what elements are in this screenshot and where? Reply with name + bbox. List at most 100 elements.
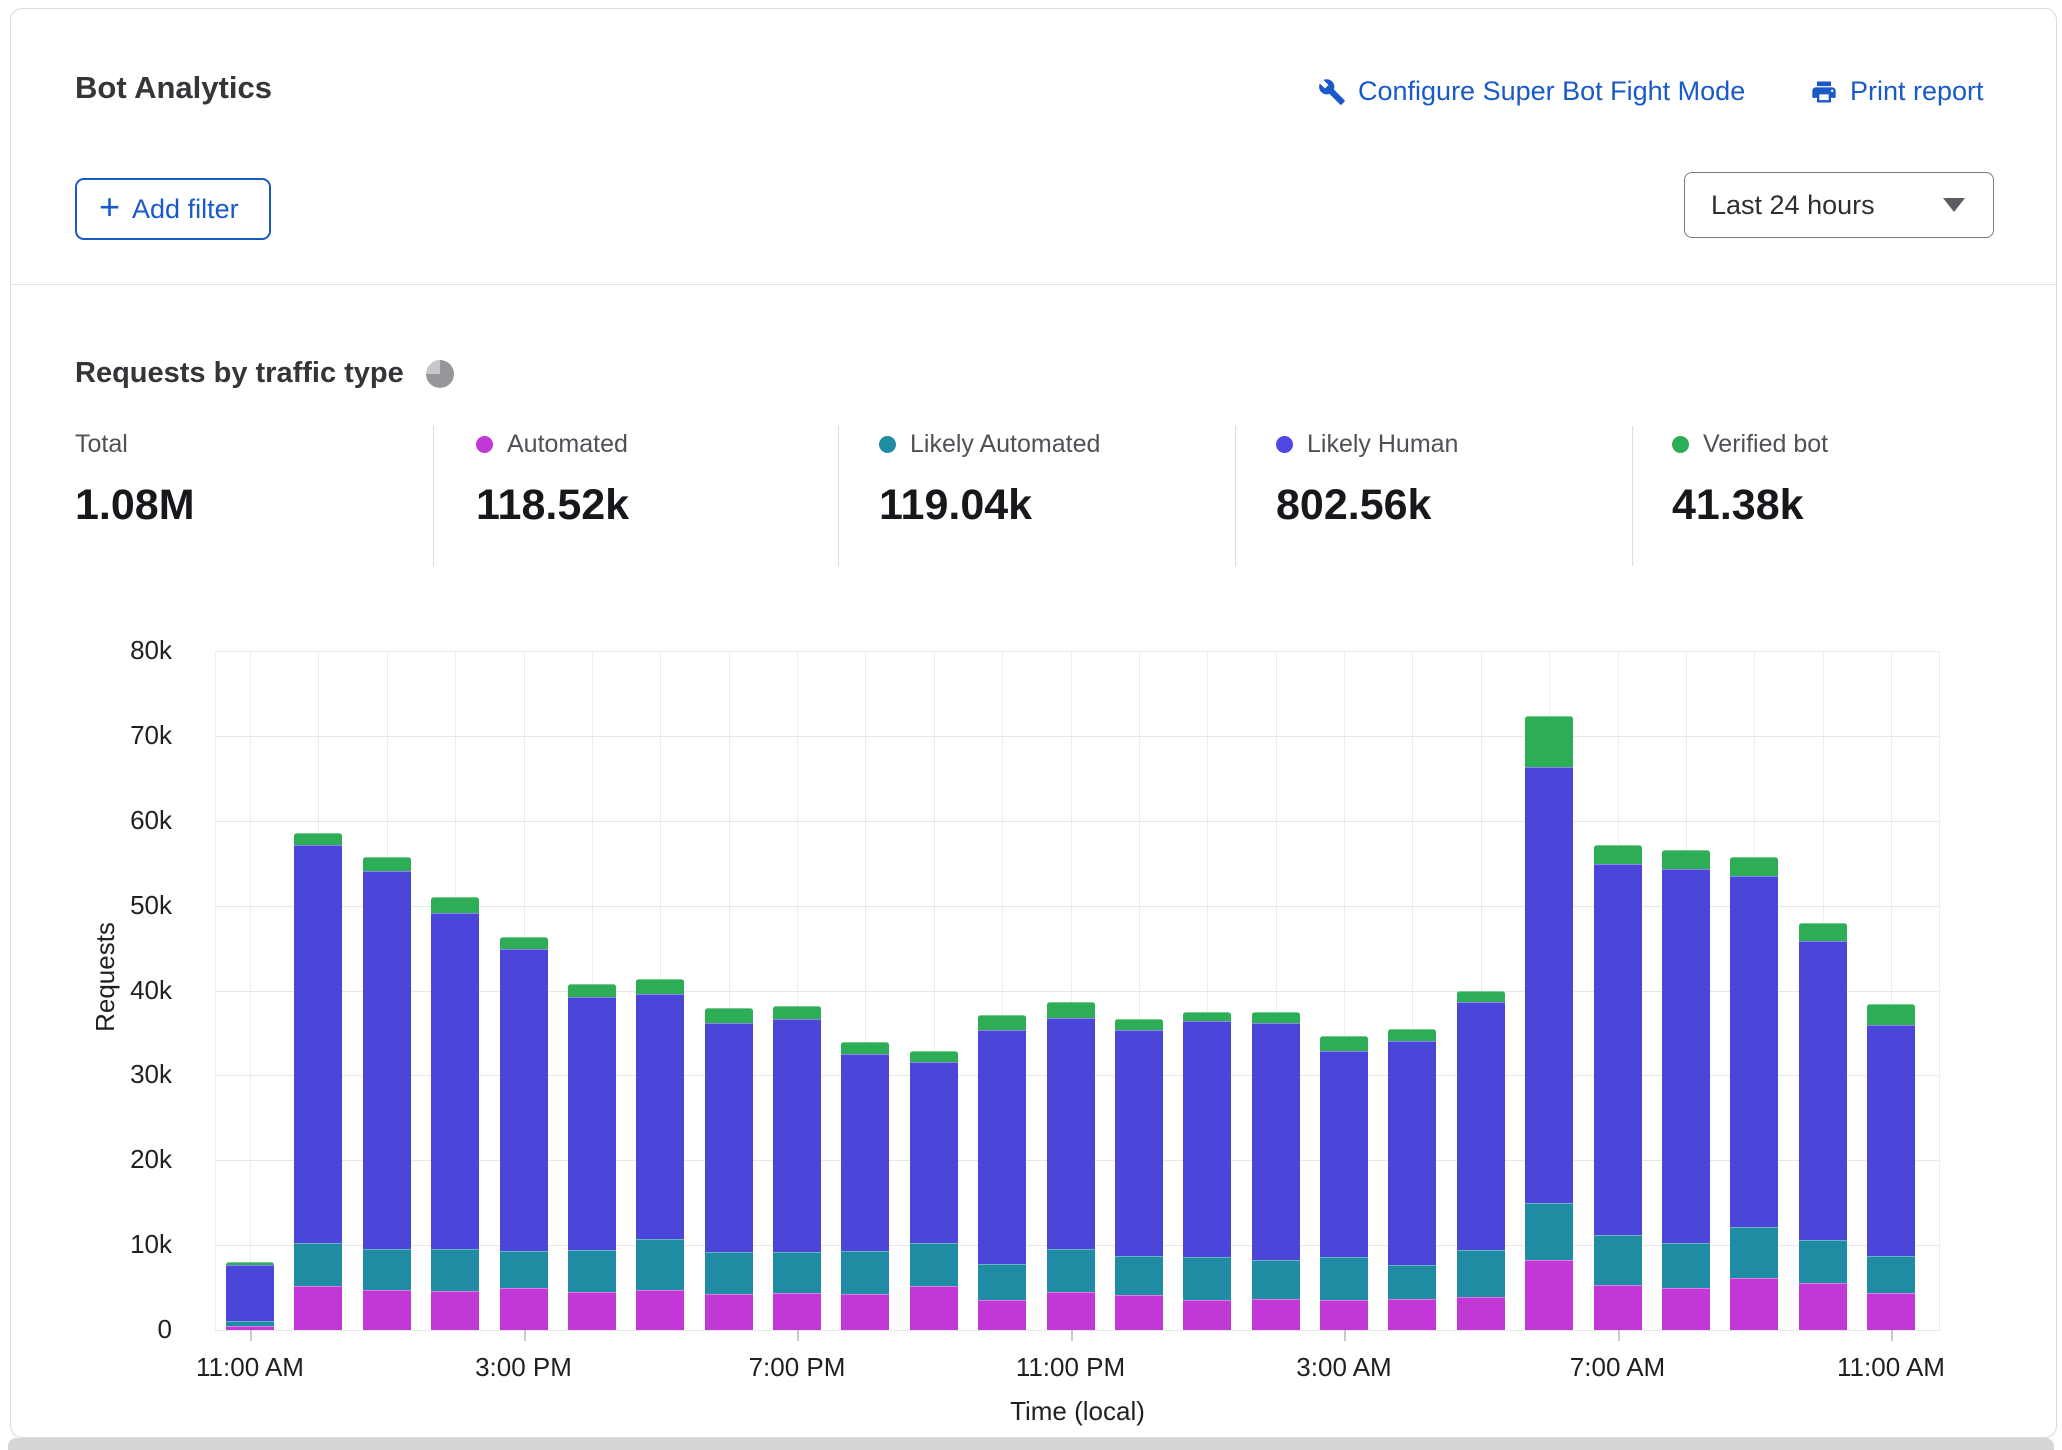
bar-segment-likely-human bbox=[567, 997, 616, 1251]
bar-segment-verified-bot bbox=[841, 1042, 890, 1055]
x-tick-label: 11:00 AM bbox=[196, 1352, 304, 1382]
chart-plot bbox=[215, 651, 1940, 1331]
bar-segment-likely-automated bbox=[636, 1239, 685, 1291]
bar-segment-automated bbox=[978, 1300, 1027, 1330]
stat-value: 118.52k bbox=[476, 481, 630, 529]
gridline-v bbox=[1891, 651, 1892, 1330]
bar-10-00-am[interactable] bbox=[1798, 922, 1847, 1330]
bar-9-00-am[interactable] bbox=[1730, 857, 1779, 1330]
bar-segment-verified-bot bbox=[431, 897, 480, 914]
bar-5-00-am[interactable] bbox=[1456, 990, 1505, 1331]
bar-segment-likely-automated bbox=[567, 1250, 616, 1292]
bar-segment-automated bbox=[636, 1290, 685, 1330]
bar-11-00-am[interactable] bbox=[1867, 1004, 1915, 1330]
gridline-v bbox=[1412, 651, 1414, 1330]
bar-segment-verified-bot bbox=[1661, 849, 1710, 870]
bar-segment-likely-human bbox=[1183, 1021, 1232, 1257]
bar-segment-likely-automated bbox=[1730, 1227, 1779, 1279]
bar-segment-likely-automated bbox=[1251, 1260, 1300, 1299]
bar-segment-verified-bot bbox=[499, 937, 548, 949]
bar-segment-automated bbox=[1798, 1283, 1847, 1330]
time-range-select[interactable]: Last 24 hours bbox=[1684, 172, 1994, 238]
bar-segment-verified-bot bbox=[1593, 845, 1642, 865]
gridline-v bbox=[728, 651, 730, 1330]
gridline-h bbox=[215, 905, 1940, 907]
stat-label: Automated bbox=[507, 430, 628, 458]
gridline-h bbox=[215, 1330, 1940, 1331]
bar-6-00-am[interactable] bbox=[1525, 716, 1574, 1330]
bar-segment-automated bbox=[567, 1291, 616, 1330]
bar-5-00-pm[interactable] bbox=[636, 978, 685, 1330]
bar-7-00-am[interactable] bbox=[1593, 845, 1642, 1330]
y-tick-label: 0 bbox=[157, 1314, 172, 1344]
bar-12-00-am[interactable] bbox=[1114, 1019, 1163, 1330]
y-axis: 0 10k 20k 30k 40k 50k 60k 70k 80k bbox=[60, 635, 172, 1344]
x-tick-label: 11:00 AM bbox=[1837, 1352, 1945, 1382]
bar-segment-likely-automated bbox=[1320, 1257, 1368, 1301]
bar-3-00-pm[interactable] bbox=[499, 937, 548, 1330]
bar-segment-verified-bot bbox=[1251, 1011, 1300, 1023]
stat-label: Likely Human bbox=[1307, 430, 1459, 458]
bar-4-00-am[interactable] bbox=[1388, 1028, 1437, 1330]
bar-segment-automated bbox=[1525, 1260, 1574, 1330]
stat-divider bbox=[1632, 426, 1633, 566]
gridline-v bbox=[215, 651, 216, 1330]
bar-2-00-pm[interactable] bbox=[431, 897, 480, 1330]
stat-verified-bot: Verified bot 41.38k bbox=[1672, 430, 1828, 530]
bar-segment-verified-bot bbox=[1114, 1019, 1163, 1031]
bar-segment-likely-human bbox=[1593, 864, 1642, 1235]
bar-4-00-pm[interactable] bbox=[567, 983, 616, 1330]
bar-segment-likely-automated bbox=[294, 1243, 343, 1286]
bar-6-00-pm[interactable] bbox=[704, 1008, 753, 1330]
bar-segment-likely-automated bbox=[841, 1251, 890, 1294]
bar-9-00-pm[interactable] bbox=[909, 1050, 958, 1330]
bar-segment-automated bbox=[1114, 1295, 1163, 1330]
bar-segment-automated bbox=[1251, 1298, 1300, 1330]
gridline-v bbox=[1207, 651, 1209, 1330]
bar-10-00-pm[interactable] bbox=[978, 1015, 1027, 1330]
bar-segment-likely-human bbox=[1730, 875, 1779, 1228]
legend-dot-likely-automated bbox=[879, 436, 896, 453]
bar-segment-likely-human bbox=[294, 845, 343, 1244]
bar-11-00-am[interactable] bbox=[226, 1262, 274, 1330]
stat-value: 802.56k bbox=[1276, 481, 1432, 529]
bar-segment-likely-human bbox=[1114, 1030, 1163, 1257]
configure-link-label: Configure Super Bot Fight Mode bbox=[1358, 76, 1746, 106]
bar-segment-likely-automated bbox=[1661, 1243, 1710, 1288]
bar-segment-verified-bot bbox=[636, 978, 685, 994]
gridline-v bbox=[1070, 651, 1072, 1330]
stat-value: 1.08M bbox=[75, 481, 195, 529]
bar-segment-automated bbox=[499, 1287, 548, 1330]
bar-segment-verified-bot bbox=[773, 1005, 821, 1020]
bar-segment-automated bbox=[1730, 1278, 1779, 1330]
bar-segment-automated bbox=[1388, 1298, 1437, 1330]
bar-3-00-am[interactable] bbox=[1320, 1036, 1368, 1330]
bar-2-00-am[interactable] bbox=[1251, 1011, 1300, 1330]
bar-segment-automated bbox=[909, 1285, 958, 1330]
bar-segment-likely-human bbox=[226, 1264, 274, 1321]
legend-dot-verified-bot bbox=[1672, 436, 1689, 453]
bar-7-00-pm[interactable] bbox=[773, 1005, 821, 1330]
x-tick-label: 3:00 PM bbox=[475, 1352, 572, 1382]
bar-segment-likely-human bbox=[431, 913, 480, 1250]
bar-segment-likely-automated bbox=[909, 1243, 958, 1286]
bar-segment-likely-automated bbox=[1046, 1249, 1095, 1292]
stat-label: Verified bot bbox=[1703, 430, 1829, 458]
gridline-v bbox=[1275, 651, 1277, 1330]
x-axis-title: Time (local) bbox=[1010, 1396, 1145, 1426]
bar-1-00-am[interactable] bbox=[1183, 1011, 1232, 1330]
stat-divider bbox=[433, 426, 434, 566]
configure-super-bot-fight-mode-link[interactable]: Configure Super Bot Fight Mode bbox=[1318, 76, 1745, 107]
bar-8-00-pm[interactable] bbox=[841, 1042, 890, 1330]
add-filter-button[interactable]: + Add filter bbox=[75, 178, 271, 240]
bar-segment-verified-bot bbox=[567, 983, 616, 998]
print-report-link[interactable]: Print report bbox=[1810, 76, 1984, 107]
bar-segment-likely-human bbox=[1046, 1017, 1095, 1250]
bar-12-00-pm[interactable] bbox=[294, 832, 343, 1330]
bar-11-00-pm[interactable] bbox=[1046, 1002, 1095, 1330]
bar-8-00-am[interactable] bbox=[1661, 849, 1710, 1330]
header-divider bbox=[11, 284, 2056, 285]
bar-1-00-pm[interactable] bbox=[362, 857, 411, 1330]
bar-segment-automated bbox=[1593, 1285, 1642, 1330]
bar-segment-verified-bot bbox=[294, 832, 343, 846]
